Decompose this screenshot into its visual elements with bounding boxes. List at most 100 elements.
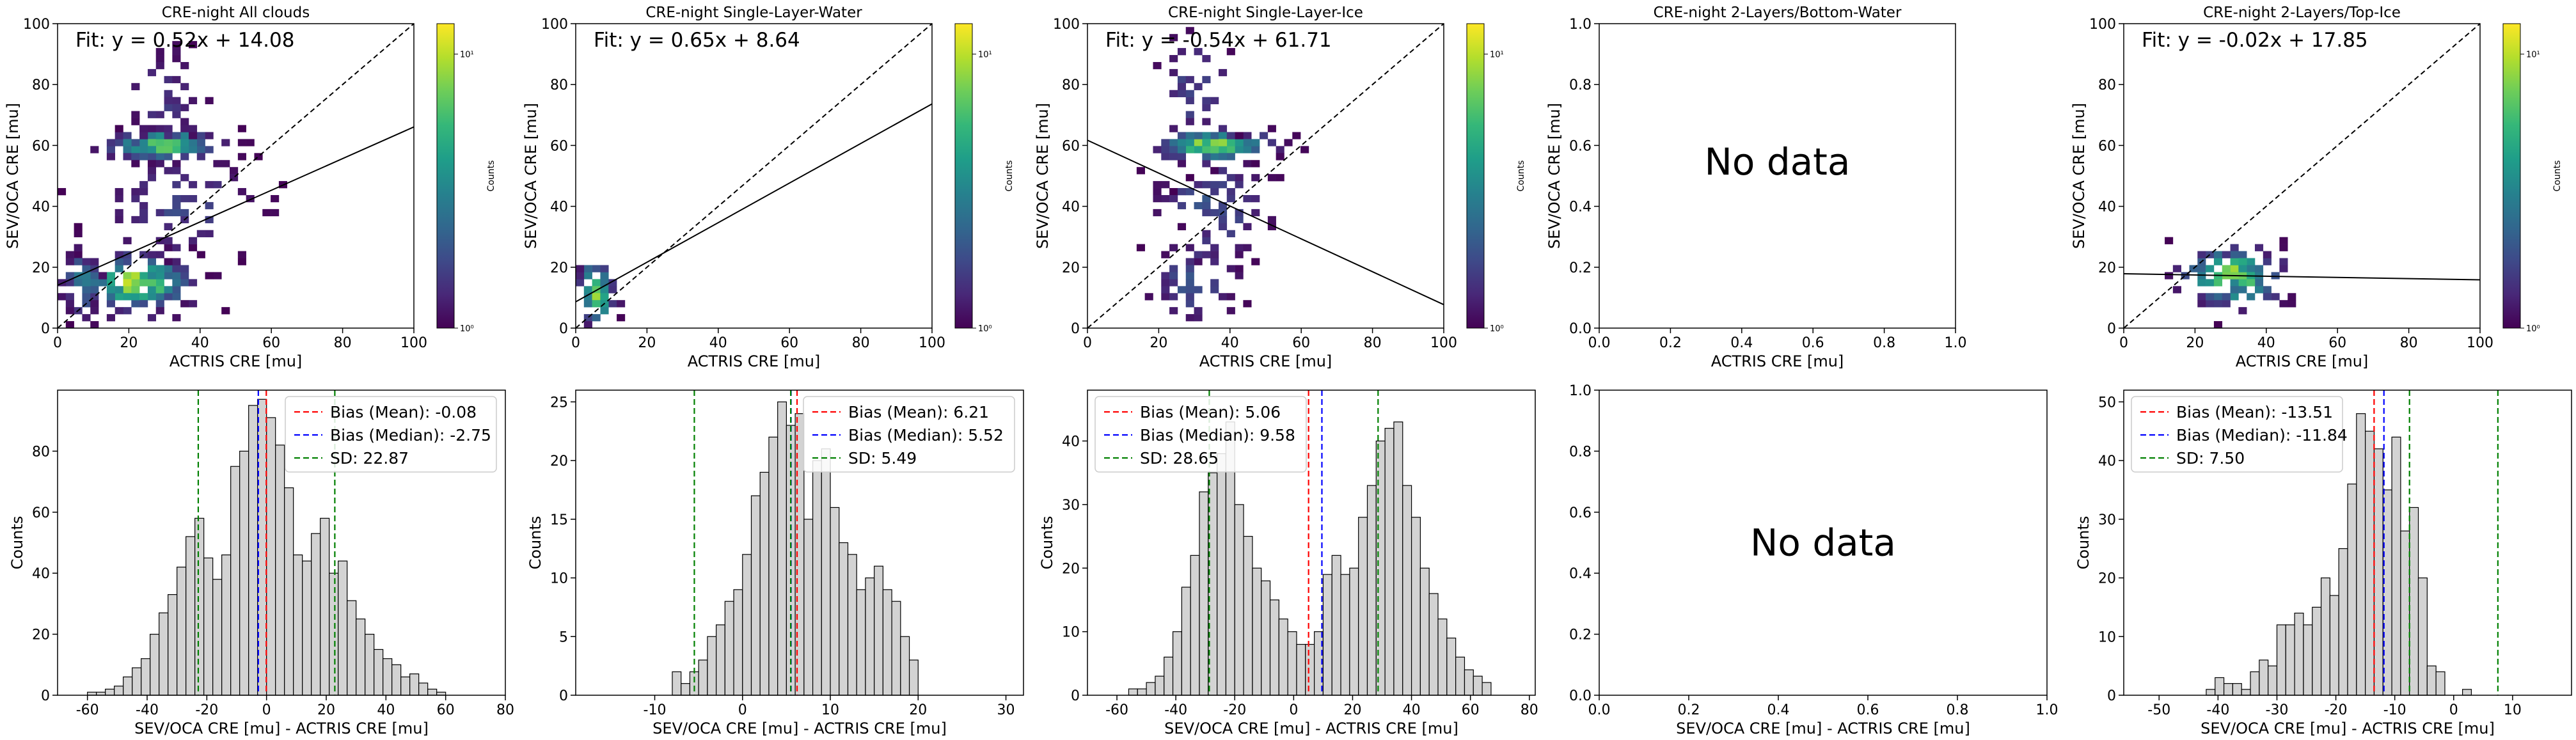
histogram-bar (132, 667, 142, 696)
heatmap-cell (1169, 272, 1178, 279)
heatmap-cell (1235, 174, 1244, 182)
histogram-panel-2: Bias (Mean): 6.21 Bias (Median): 5.52 SD: … (526, 390, 1024, 737)
heatmap-cell (2279, 300, 2288, 308)
heatmap-cell (82, 258, 91, 265)
y-tick-label: 40 (32, 566, 50, 582)
x-tick-label: 0 (1083, 335, 1092, 351)
heatmap-cell (139, 272, 148, 279)
one-to-one-line (1087, 23, 1444, 329)
x-axis-label: ACTRIS CRE [mu] (2236, 352, 2369, 370)
y-tick-label: 0 (559, 321, 568, 337)
x-tick-label: -40 (136, 702, 159, 718)
heatmap-cell (2206, 279, 2215, 287)
heatmap-cell (1202, 97, 1211, 104)
heatmap-panel-4: No data 0.0 0.2 0.4 0.6 0.8 1.0 0.0 0.2 0.4 0.6 0.8… (1545, 4, 1967, 370)
histogram-bar (1375, 440, 1386, 696)
heatmap-cell (1276, 174, 1284, 182)
legend-entry: SD: 5.49 (848, 449, 917, 468)
legend: Bias (Mean): 5.06 Bias (Median): 9.58 SD: … (1094, 396, 1307, 473)
heatmap-cell (172, 104, 181, 111)
histogram-bar (812, 460, 822, 696)
heatmap-cell (123, 153, 132, 161)
heatmap-cell (65, 300, 74, 308)
heatmap-cell (1161, 181, 1170, 189)
x-tick-label: -30 (2266, 702, 2289, 718)
x-tick-label: -40 (1164, 702, 1187, 718)
fit-line (57, 126, 415, 286)
histogram-bar (1331, 555, 1341, 696)
heatmap-cell (1284, 139, 1293, 146)
heatmap-cell (1210, 244, 1219, 251)
x-tick-label: 60 (1462, 702, 1480, 718)
y-tick-label: 10 (1062, 625, 1080, 641)
heatmap-cell (213, 181, 222, 189)
heatmap-cell (1177, 286, 1187, 294)
heatmap-cell (576, 265, 585, 272)
histogram-bar (302, 560, 312, 696)
heatmap-cell (180, 300, 189, 308)
x-tick-label: 0.2 (1678, 702, 1700, 718)
histogram-bar (2206, 689, 2216, 696)
heatmap-cell (1243, 160, 1252, 168)
histogram-bar (123, 676, 133, 696)
heatmap-cell (600, 265, 609, 272)
heatmap-cell (1177, 146, 1187, 154)
histogram-bar (733, 589, 743, 696)
histogram-bar (1199, 491, 1209, 696)
histogram-bar (1269, 599, 1279, 696)
histogram-bar (1437, 618, 1448, 696)
x-tick-label: 0 (1289, 702, 1298, 718)
heatmap-cell (155, 272, 164, 279)
heatmap-cell (115, 209, 123, 217)
histogram-bar (2417, 577, 2428, 696)
heatmap-cell (180, 104, 189, 111)
heatmap-cell (221, 307, 230, 315)
y-axis-label: SEV/OCA CRE [mu] (1545, 103, 1563, 249)
heatmap-cell (123, 279, 132, 287)
histogram-bar (2285, 624, 2295, 696)
colorbar (436, 23, 455, 329)
y-axis-label: SEV/OCA CRE [mu] (4, 103, 22, 249)
heatmap-cell (74, 279, 83, 287)
heatmap-cell (139, 216, 148, 224)
colorbar (954, 23, 973, 329)
y-tick-label: 0.2 (1569, 260, 1592, 276)
heatmap-cell (131, 293, 140, 301)
x-tick-label: 80 (1364, 335, 1382, 351)
axes-frame (575, 23, 933, 329)
heatmap-cell (180, 146, 189, 154)
heatmap-cell (115, 194, 123, 203)
histogram-bar (2259, 659, 2269, 696)
histogram-bar (1455, 656, 1466, 696)
heatmap-cell (1210, 97, 1219, 104)
heatmap-cell (1260, 132, 1268, 139)
heatmap-cell (1153, 61, 1162, 70)
histogram-bar (803, 519, 814, 696)
y-tick-label: 0 (1071, 321, 1080, 337)
heatmap-cell (155, 251, 164, 258)
heatmap-cell (1276, 146, 1284, 154)
histogram-bar (347, 600, 357, 696)
heatmap-cell (155, 55, 164, 63)
heatmap-cell (90, 300, 99, 308)
heatmap-cell (147, 265, 157, 272)
x-tick-label: -60 (76, 702, 99, 718)
histogram-bar (1410, 517, 1421, 696)
histogram-bar (2356, 413, 2366, 696)
heatmap-cell (1185, 75, 1194, 84)
y-tick-label: 10 (2098, 629, 2116, 645)
heatmap-cell (1194, 181, 1203, 189)
histogram-bar (1287, 631, 1297, 696)
colorbar-tick-label: 10¹ (2526, 51, 2540, 60)
one-to-one-line (57, 23, 415, 329)
heatmap-cell (2288, 300, 2296, 308)
y-tick-label: 0.6 (1569, 138, 1592, 154)
heatmap-cell (2279, 265, 2288, 272)
heatmap-cell (164, 265, 173, 272)
heatmap-cell (1161, 251, 1170, 258)
heatmap-cell (1251, 194, 1260, 203)
heatmap-cell (106, 153, 115, 161)
heatmap-cell (90, 293, 99, 301)
heatmap-cell (1161, 139, 1170, 146)
y-tick-label: 40 (2098, 453, 2116, 469)
